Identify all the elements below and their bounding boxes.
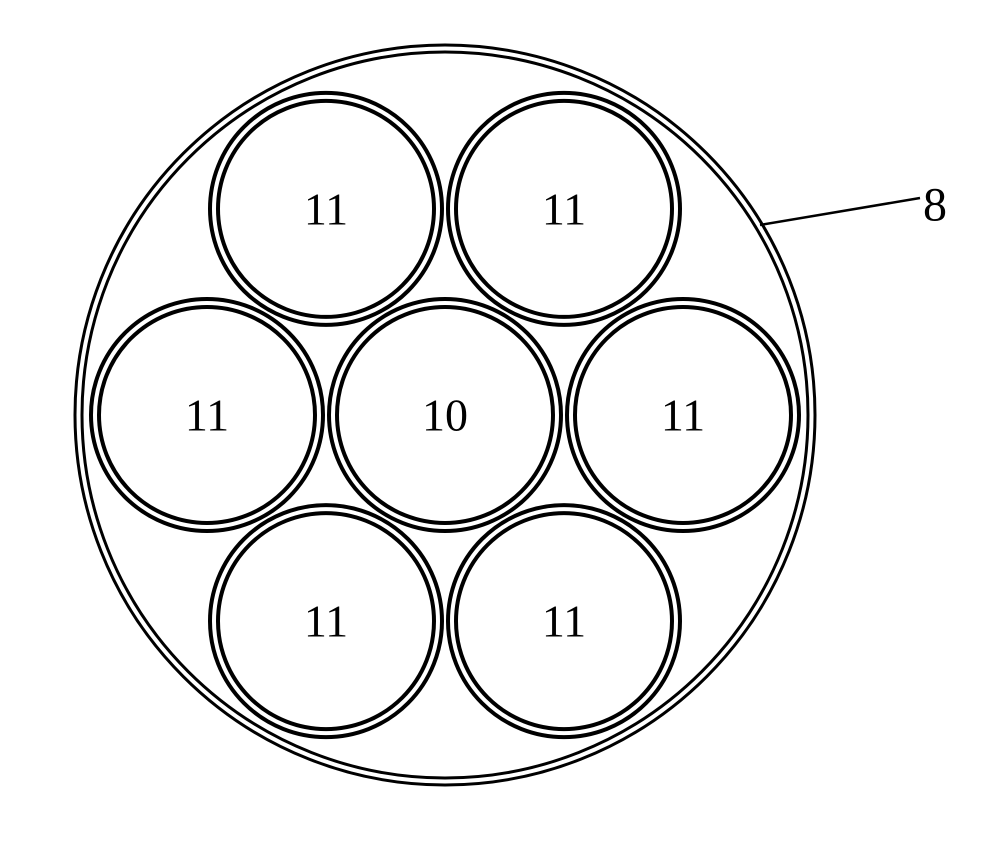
leader-line [760,198,920,225]
inner-circle-label-4: 11 [661,390,705,441]
inner-circle-label-1: 11 [304,183,348,234]
inner-circle-label-2: 11 [542,183,586,234]
inner-circle-label-5: 11 [304,596,348,647]
leader-label: 8 [923,179,947,232]
inner-circle-label-0: 10 [422,390,468,441]
fiber-bundle-diagram: 10 11 11 11 11 11 11 8 [0,0,1000,854]
inner-circle-label-3: 11 [185,390,229,441]
inner-circle-label-6: 11 [542,596,586,647]
